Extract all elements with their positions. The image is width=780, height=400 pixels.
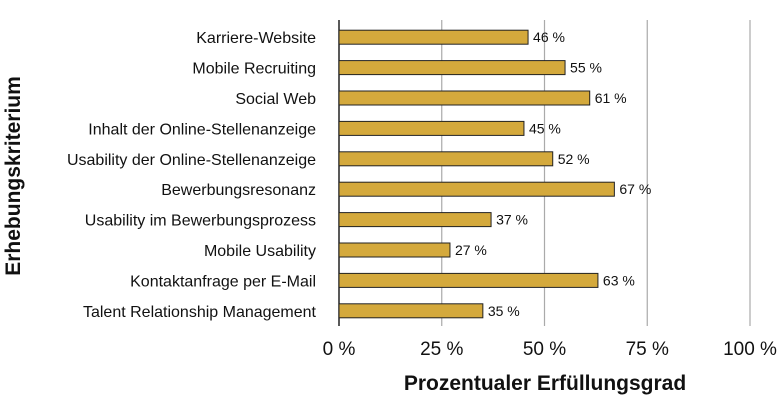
category-label: Social Web [235, 91, 316, 108]
bar [338, 120, 525, 136]
value-label: 46 % [533, 29, 565, 45]
category-label: Bewerbungsresonanz [161, 182, 316, 199]
value-label: 37 % [496, 212, 528, 228]
value-labels: 46 % 55 % 61 % 45 % 52 % 67 % 37 % 27 % 63 % 35 % [455, 29, 651, 319]
category-label: Inhalt der Online-Stellenanzeige [88, 121, 316, 138]
x-tick-label: 25 % [420, 339, 463, 360]
bars [338, 29, 615, 319]
x-tick-labels: 0 % 25 % 50 % 75 % 100 % [323, 339, 777, 360]
value-label: 63 % [603, 272, 635, 288]
value-label: 67 % [619, 181, 651, 197]
category-label: Kontaktanfrage per E-Mail [130, 273, 316, 290]
bar [338, 212, 492, 228]
y-axis-title: Erhebungskriterium [2, 76, 25, 276]
category-labels: Karriere-Website Mobile Recruiting Social … [67, 30, 317, 321]
x-tick-label: 50 % [523, 339, 566, 360]
x-tick-label: 75 % [626, 339, 669, 360]
x-tick-label: 0 % [323, 339, 356, 360]
bar [338, 151, 554, 167]
category-label: Usability im Bewerbungsprozess [85, 213, 316, 230]
category-label: Mobile Usability [204, 243, 316, 260]
value-label: 27 % [455, 242, 487, 258]
x-tick-label: 100 % [723, 339, 777, 360]
value-label: 35 % [488, 303, 520, 319]
x-axis-title: Prozentualer Erfüllungsgrad [404, 372, 686, 395]
category-label: Usability der Online-Stellenanzeige [67, 152, 316, 169]
value-label: 55 % [570, 60, 602, 76]
bar [338, 181, 615, 197]
bar [338, 29, 529, 45]
value-label: 45 % [529, 120, 561, 136]
bar [338, 90, 591, 106]
bar [338, 242, 451, 258]
category-label: Mobile Recruiting [192, 61, 316, 78]
category-label: Karriere-Website [196, 30, 316, 47]
bar [338, 60, 566, 76]
bar [338, 303, 484, 319]
value-label: 61 % [595, 90, 627, 106]
category-label: Talent Relationship Management [83, 304, 317, 321]
bar [338, 272, 599, 288]
value-label: 52 % [558, 151, 590, 167]
